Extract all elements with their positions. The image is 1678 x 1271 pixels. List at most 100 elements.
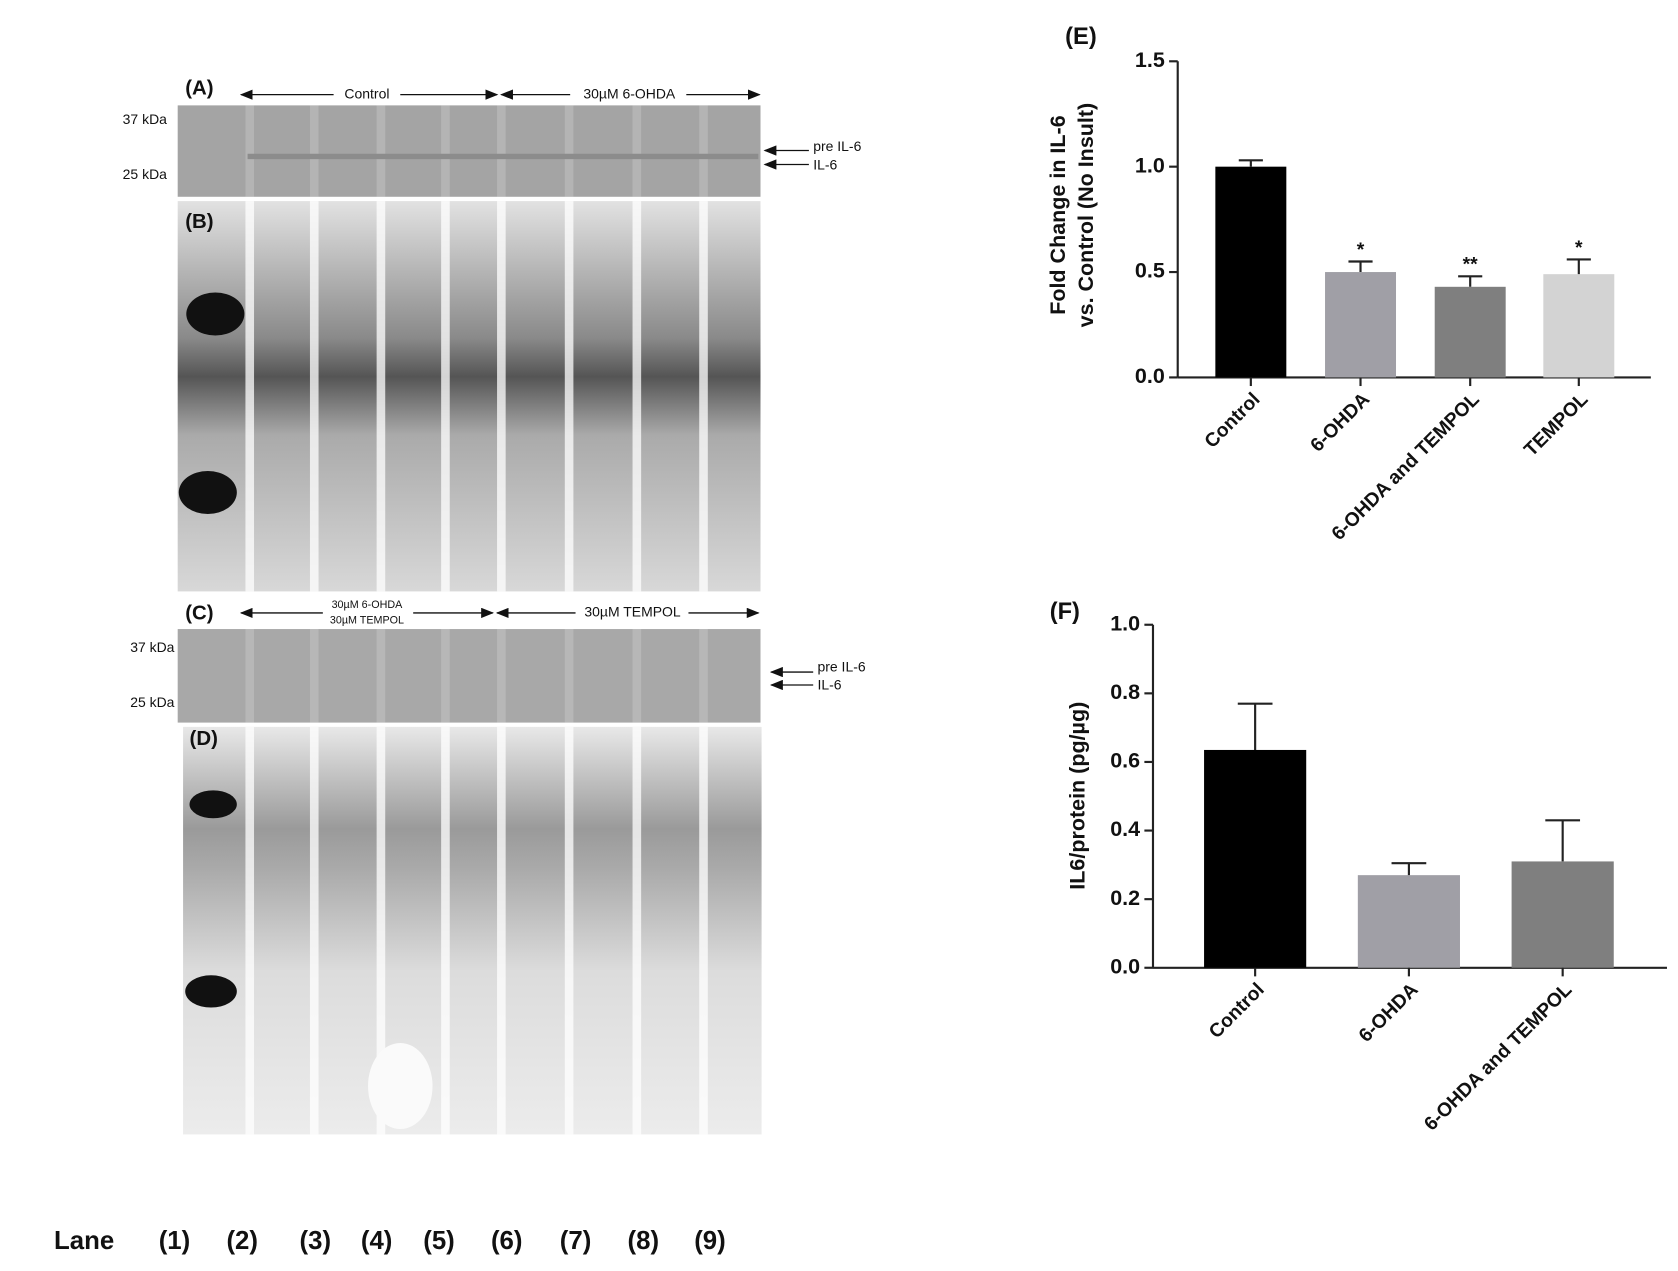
error-bar [1458,275,1483,287]
bar [1434,286,1506,378]
lane-gap [497,629,506,723]
y-tick-label: 0.6 [1110,749,1140,773]
label: (C) [185,602,213,624]
label: (6) [491,1227,523,1255]
lane-gap [245,726,255,1135]
y-tick-label: 0.4 [1110,817,1140,841]
label: 30µM 6-OHDA [332,599,404,611]
significance: ** [1463,254,1479,276]
lane-gap [245,105,255,197]
lane-gap [632,105,642,197]
label: pre IL-6 [817,658,865,674]
label: (9) [694,1227,726,1255]
lane-gap [699,201,708,592]
lane-gap [699,726,708,1135]
blot-a [177,105,761,197]
x-tick-label: Control [1200,388,1264,452]
blot-c [177,629,761,723]
significance: * [1575,237,1583,259]
label: 30µM TEMPOL [584,604,681,620]
x-tick-label: Control [1205,979,1269,1043]
lane-separators [245,105,708,1135]
bar [1325,272,1397,378]
x-tick-label: 6-OHDA and TEMPOL [1420,979,1577,1136]
y-tick-label: 0.0 [1110,954,1140,978]
y-tick-label: 0.5 [1135,259,1165,283]
label: IL-6 [817,677,841,693]
lane-gap [309,726,319,1135]
y-axis-label: vs. Control (No Insult) [1074,103,1098,328]
label: 25 kDa [123,166,167,182]
lane-gap [441,201,450,592]
lane-gap [245,201,255,592]
lane-gap [497,105,506,197]
error-bar [1391,862,1427,876]
lane-gap [441,629,450,723]
lane-gap [497,201,506,592]
chart-title: (F) [1050,599,1080,625]
bar [1215,166,1287,378]
label: Lane [54,1227,114,1255]
lane-gap [376,105,386,197]
lane-gap [632,629,642,723]
lane-gap [564,629,574,723]
lane-gap [376,726,386,1135]
y-tick-label: 0.2 [1110,886,1140,910]
y-tick-label: 1.0 [1135,153,1165,177]
error-bar [1545,819,1581,862]
y-axis-label: Fold Change in IL-6 [1046,115,1070,315]
lane-gap [632,726,642,1135]
y-tick-label: 0.8 [1110,680,1140,704]
lane-gap [376,629,386,723]
label: (A) [185,78,213,100]
label: 30µM 6-OHDA [583,85,676,101]
significance: * [1357,239,1365,261]
x-tick-label: 6-OHDA [1306,388,1374,456]
lane-gap [441,726,450,1135]
error-bar [1237,702,1273,750]
label: (5) [423,1227,455,1255]
error-bar [1238,159,1263,167]
label: (2) [226,1227,258,1255]
bar [1543,274,1615,378]
label: 37 kDa [130,639,174,655]
lane-gap [699,629,708,723]
y-tick-label: 1.0 [1110,611,1140,635]
x-tick-label: TEMPOL [1520,388,1593,461]
x-tick-label: 6-OHDA [1355,979,1423,1047]
chart-title: (E) [1065,24,1097,50]
ladder-band [178,470,237,514]
label: (3) [300,1227,332,1255]
label: (8) [628,1227,660,1255]
lane-gap [245,629,255,723]
bar [1511,861,1614,968]
band [247,153,759,160]
y-tick-label: 0.0 [1135,364,1165,388]
label: 25 kDa [130,694,174,710]
y-tick-label: 1.5 [1135,48,1165,72]
ladder-band [185,975,237,1008]
lane-gap [699,105,708,197]
label: (B) [185,211,213,233]
lane-gap [309,105,319,197]
bar [1204,749,1307,968]
lane-gap [441,105,450,197]
y-axis-label: IL6/protein (pg/µg) [1065,702,1089,890]
lane-gap [309,629,319,723]
blot-d [183,726,762,1135]
bar [1357,875,1460,968]
lane-gap [564,201,574,592]
label: 30µM TEMPOL [330,614,404,626]
lane-gap [564,726,574,1135]
label: IL-6 [813,156,837,172]
lane-gap [376,201,386,592]
ladder-band [186,292,245,336]
lane-gap [632,201,642,592]
artifact [368,1043,433,1130]
error-bar [1348,260,1373,273]
label: pre IL-6 [813,138,861,154]
label: (D) [190,728,218,750]
lane-gap [564,105,574,197]
label: Control [344,85,389,101]
